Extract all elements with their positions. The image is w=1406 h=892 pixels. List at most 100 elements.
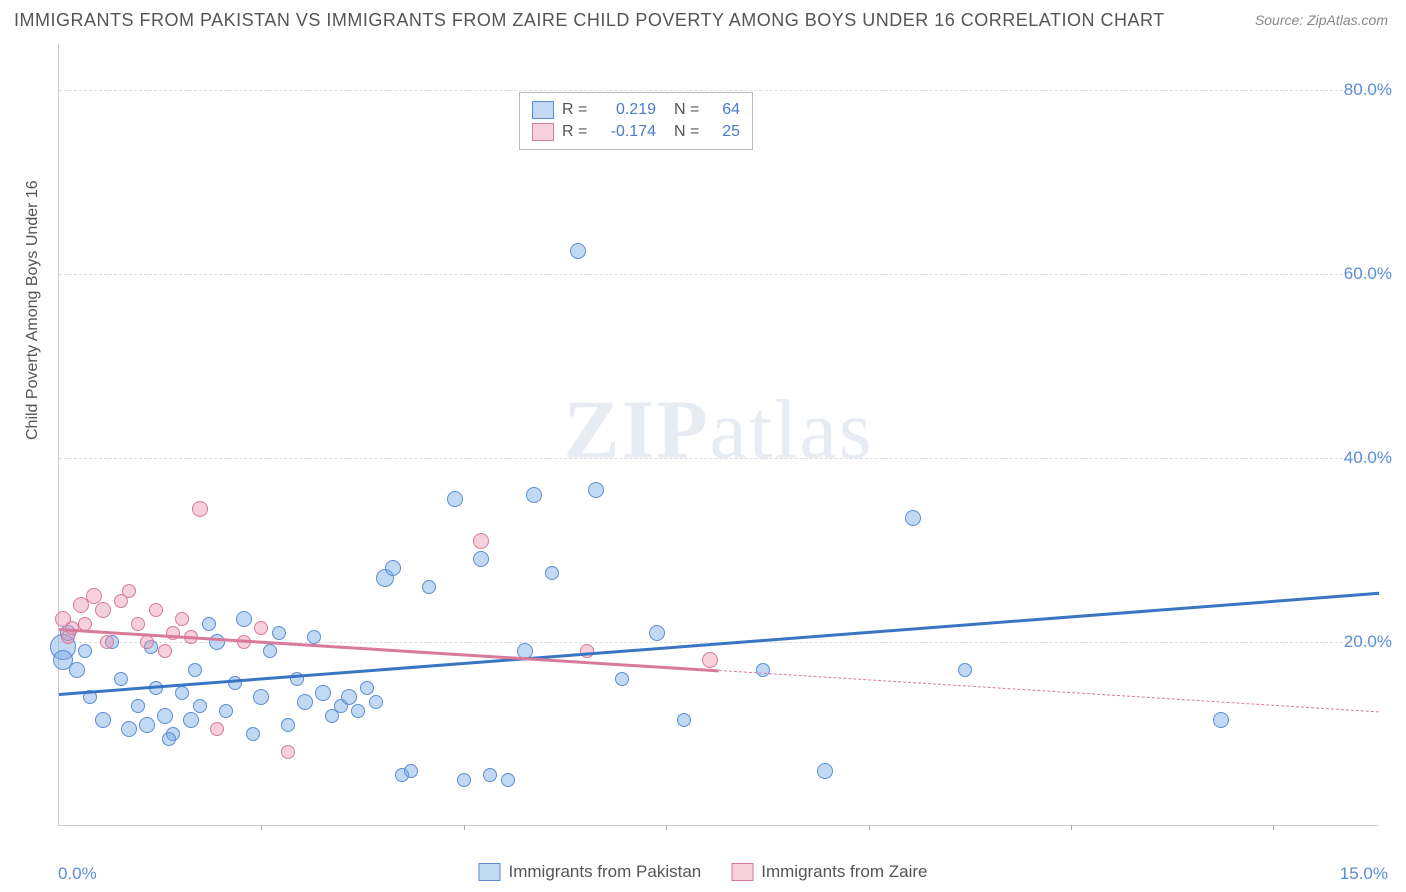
legend-item-pakistan: Immigrants from Pakistan	[479, 862, 702, 882]
data-point	[360, 681, 374, 695]
gridline	[59, 90, 1378, 91]
data-point	[121, 721, 137, 737]
data-point	[473, 533, 489, 549]
data-point	[958, 663, 972, 677]
data-point	[183, 712, 199, 728]
data-point	[447, 491, 463, 507]
data-point	[193, 699, 207, 713]
data-point	[236, 611, 252, 627]
x-tick	[1273, 825, 1274, 830]
data-point	[1213, 712, 1229, 728]
legend-label-zaire: Immigrants from Zaire	[761, 862, 927, 882]
data-point	[281, 718, 295, 732]
data-point	[210, 722, 224, 736]
n-label: N =	[674, 101, 702, 119]
data-point	[526, 487, 542, 503]
data-point	[114, 672, 128, 686]
data-point	[351, 704, 365, 718]
correlation-chart: IMMIGRANTS FROM PAKISTAN VS IMMIGRANTS F…	[0, 0, 1406, 892]
trend-line-extrapolated	[719, 670, 1379, 712]
data-point	[615, 672, 629, 686]
plot-area: ZIPatlas R = 0.219 N = 64 R = -0.174 N =…	[58, 44, 1378, 826]
x-tick-max: 15.0%	[1340, 864, 1388, 884]
data-point	[369, 695, 383, 709]
data-point	[100, 635, 114, 649]
legend-item-zaire: Immigrants from Zaire	[731, 862, 927, 882]
data-point	[78, 644, 92, 658]
data-point	[570, 243, 586, 259]
data-point	[254, 621, 268, 635]
source-prefix: Source:	[1255, 12, 1307, 28]
x-tick	[464, 825, 465, 830]
r-label: R =	[562, 101, 590, 119]
x-tick	[666, 825, 667, 830]
source-name: ZipAtlas.com	[1307, 12, 1388, 28]
x-tick	[1071, 825, 1072, 830]
data-point	[272, 626, 286, 640]
swatch-pakistan-icon	[479, 863, 501, 881]
data-point	[817, 763, 833, 779]
y-tick-label: 40.0%	[1344, 448, 1392, 468]
gridline	[59, 274, 1378, 275]
data-point	[457, 773, 471, 787]
data-point	[315, 685, 331, 701]
data-point	[588, 482, 604, 498]
swatch-zaire	[532, 123, 554, 141]
data-point	[246, 727, 260, 741]
data-point	[263, 644, 277, 658]
y-tick-label: 60.0%	[1344, 264, 1392, 284]
gridline	[59, 458, 1378, 459]
data-point	[501, 773, 515, 787]
x-tick	[261, 825, 262, 830]
legend-label-pakistan: Immigrants from Pakistan	[509, 862, 702, 882]
y-axis-label: Child Poverty Among Boys Under 16	[24, 180, 42, 440]
y-tick-label: 80.0%	[1344, 80, 1392, 100]
data-point	[422, 580, 436, 594]
swatch-zaire-icon	[731, 863, 753, 881]
swatch-pakistan	[532, 101, 554, 119]
correlation-legend: R = 0.219 N = 64 R = -0.174 N = 25	[519, 92, 753, 150]
data-point	[162, 732, 176, 746]
data-point	[297, 694, 313, 710]
n-value-zaire: 25	[710, 123, 740, 141]
series-legend: Immigrants from Pakistan Immigrants from…	[479, 862, 928, 882]
x-tick	[869, 825, 870, 830]
data-point	[202, 617, 216, 631]
data-point	[192, 501, 208, 517]
data-point	[649, 625, 665, 641]
source-attribution: Source: ZipAtlas.com	[1255, 12, 1388, 28]
data-point	[95, 602, 111, 618]
data-point	[131, 617, 145, 631]
data-point	[307, 630, 321, 644]
data-point	[158, 644, 172, 658]
data-point	[149, 603, 163, 617]
x-tick-min: 0.0%	[58, 864, 97, 884]
data-point	[385, 560, 401, 576]
data-point	[95, 712, 111, 728]
data-point	[253, 689, 269, 705]
data-point	[677, 713, 691, 727]
data-point	[209, 634, 225, 650]
watermark-light: atlas	[710, 383, 874, 476]
data-point	[175, 612, 189, 626]
data-point	[473, 551, 489, 567]
data-point	[341, 689, 357, 705]
data-point	[69, 662, 85, 678]
data-point	[404, 764, 418, 778]
n-value-pakistan: 64	[710, 101, 740, 119]
data-point	[281, 745, 295, 759]
data-point	[157, 708, 173, 724]
watermark: ZIPatlas	[564, 381, 874, 478]
trend-line	[59, 591, 1379, 695]
data-point	[756, 663, 770, 677]
data-point	[702, 652, 718, 668]
data-point	[140, 635, 154, 649]
watermark-bold: ZIP	[564, 383, 710, 476]
data-point	[905, 510, 921, 526]
legend-row-zaire: R = -0.174 N = 25	[532, 121, 740, 143]
data-point	[219, 704, 233, 718]
chart-title: IMMIGRANTS FROM PAKISTAN VS IMMIGRANTS F…	[14, 10, 1165, 31]
data-point	[483, 768, 497, 782]
data-point	[545, 566, 559, 580]
r-label: R =	[562, 123, 590, 141]
